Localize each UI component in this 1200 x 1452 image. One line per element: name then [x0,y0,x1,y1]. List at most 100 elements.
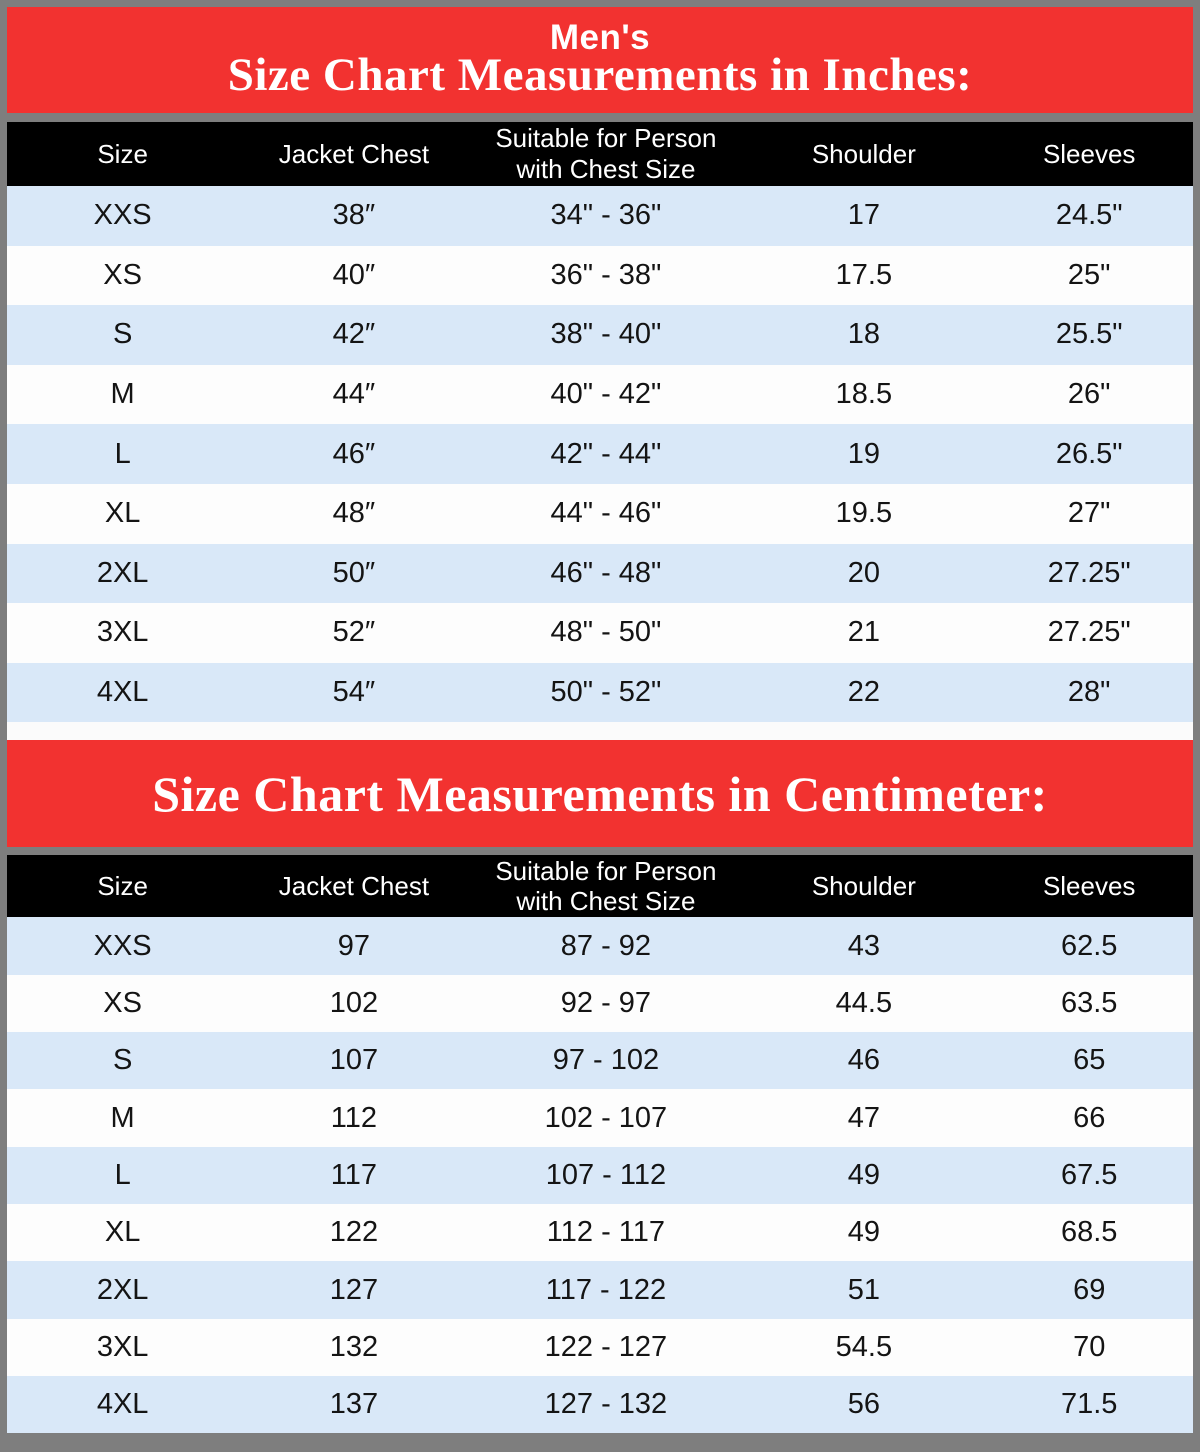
table-cell: 63.5 [1060,986,1118,1019]
table-cell: 97 - 102 [552,1044,660,1077]
table-cell: 43 [847,929,880,962]
inches-column-header-shoulder: Shoulder [811,138,916,169]
inches-banner-subtitle: Men's [549,18,651,57]
inches-table-body: XXS 38″ 34" - 36" 17 24.5" XS 40″ 36" - 38" 17.5… [7,186,1193,723]
table-cell: 122 - 127 [544,1330,668,1363]
inches-column-header-suitable-chest-size: Suitable for Person with Chest Size [495,123,717,184]
table-cell: 52″ [332,616,376,649]
table-row: 4XL 137 127 - 132 56 71.5 [7,1376,1193,1434]
table-row: S 42″ 38" - 40" 18 25.5" [7,305,1193,365]
table-row: 4XL 54″ 50" - 52" 22 28" [7,662,1193,723]
centimeter-column-header-jacket-chest: Jacket Chest [278,871,430,901]
table-cell: 24.5" [1055,199,1123,232]
table-cell: 38″ [332,199,376,232]
table-cell: XXS [93,199,152,232]
centimeter-column-header-size: Size [97,871,148,901]
table-row: XL 122 112 - 117 49 68.5 [7,1204,1193,1262]
inches-column-header-size: Size [97,138,148,169]
table-cell: XL [104,497,141,530]
table-cell: 49 [847,1216,880,1249]
table-cell: 68.5 [1060,1216,1118,1249]
table-cell: 50" - 52" [550,676,662,709]
table-cell: 87 - 92 [560,929,652,962]
table-cell: 27.25" [1047,616,1131,649]
table-cell: 42" - 44" [550,437,662,470]
table-cell: XS [103,986,142,1019]
table-row: 3XL 52″ 48" - 50" 21 27.25" [7,603,1193,663]
table-cell: 62.5 [1060,929,1118,962]
table-cell: 69 [1073,1273,1106,1306]
table-cell: S [112,1044,133,1077]
table-row: M 44″ 40" - 42" 18.5 26" [7,364,1193,425]
table-cell: 47 [847,1101,880,1134]
table-cell: 107 - 112 [545,1158,667,1191]
table-cell: 102 [329,986,379,1019]
table-cell: 97 [337,929,371,962]
table-cell: 21 [847,616,880,649]
table-cell: 48" - 50" [550,616,662,649]
spacer-strip [7,722,1193,741]
table-cell: 56 [847,1388,880,1421]
table-cell: 44" - 46" [550,497,662,530]
table-cell: 19 [847,437,880,470]
table-cell: XL [104,1216,141,1249]
table-row: L 46″ 42" - 44" 19 26.5" [7,424,1193,484]
table-cell: 17.5 [835,258,893,291]
table-cell: 27" [1067,497,1111,530]
table-cell: 51 [847,1273,880,1306]
centimeter-column-header-shoulder: Shoulder [811,871,916,901]
table-cell: M [110,378,135,411]
table-cell: XXS [93,929,152,962]
table-cell: 28" [1067,676,1111,709]
table-cell: 65 [1073,1044,1106,1077]
table-cell: 22 [847,676,880,709]
table-cell: 18.5 [835,378,893,411]
table-cell: 34" - 36" [550,199,662,232]
table-cell: 27.25" [1047,556,1131,589]
table-cell: 46" - 48" [550,556,662,589]
table-cell: 117 - 122 [545,1273,667,1306]
table-cell: XS [103,258,142,291]
table-cell: 48″ [332,497,376,530]
table-cell: 4XL [96,1388,149,1421]
table-cell: 46″ [332,437,376,470]
centimeter-column-header-suitable-chest-size: Suitable for Person with Chest Size [495,855,717,917]
table-cell: 36" - 38" [550,258,662,291]
table-cell: 40" - 42" [550,378,662,411]
table-row: L 117 107 - 112 49 67.5 [7,1146,1193,1205]
table-cell: 38" - 40" [550,318,662,351]
table-cell: 112 [330,1101,378,1134]
table-cell: 17 [847,199,880,232]
table-cell: 19.5 [835,497,893,530]
table-cell: 137 [329,1388,379,1421]
table-cell: S [112,318,133,351]
table-cell: 4XL [96,676,149,709]
centimeter-table-body: XXS 97 87 - 92 43 62.5 XS 102 92 - 97 44.5 63.5 S 1… [7,917,1193,1434]
table-row: XS 40″ 36" - 38" 17.5 25" [7,245,1193,306]
table-row: S 107 97 - 102 46 65 [7,1032,1193,1090]
table-cell: 50″ [332,556,376,589]
table-cell: 102 - 107 [544,1101,668,1134]
table-cell: 2XL [96,556,149,589]
table-cell: 3XL [96,616,149,649]
table-cell: L [114,437,131,470]
inches-banner-title: Size Chart Measurements in Inches: [227,49,973,101]
table-cell: 107 [329,1044,379,1077]
table-cell: 66 [1073,1101,1106,1134]
table-cell: 49 [847,1158,880,1191]
table-cell: 70 [1073,1330,1106,1363]
table-cell: 112 - 117 [546,1216,666,1249]
table-cell: 122 [329,1216,379,1249]
centimeter-banner-title: Size Chart Measurements in Centimeter: [152,765,1048,822]
inches-banner: Men's Size Chart Measurements in Inches: [7,7,1193,113]
table-cell: 127 [329,1273,379,1306]
table-cell: 42″ [332,318,376,351]
table-cell: 54″ [332,676,376,709]
table-cell: 92 - 97 [560,986,652,1019]
table-cell: 54.5 [835,1330,893,1363]
centimeter-column-header-sleeves: Sleeves [1042,871,1136,901]
table-cell: 127 - 132 [544,1388,668,1421]
table-cell: 2XL [96,1273,149,1306]
table-cell: 25" [1067,258,1111,291]
inches-column-header-jacket-chest: Jacket Chest [278,138,430,169]
